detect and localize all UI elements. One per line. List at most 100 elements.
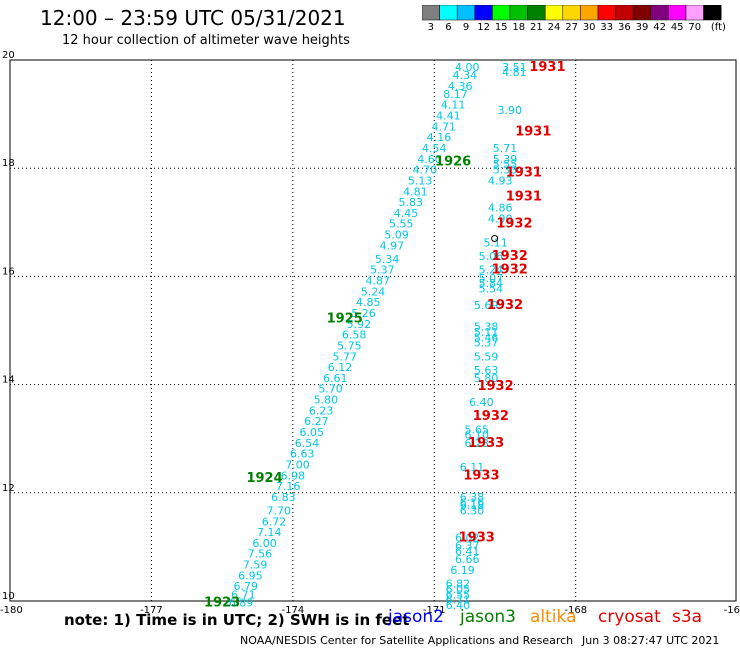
lon-tick-label: -16: [724, 605, 740, 616]
legend-label: 27: [565, 22, 578, 33]
wave-height-point: 5.80: [314, 394, 339, 407]
wave-height-point: 6.16: [460, 496, 485, 509]
wave-height-point: 5.59: [474, 350, 499, 363]
wave-height-point: 5.39: [493, 153, 518, 166]
wave-height-point: 5.54: [479, 283, 504, 296]
wave-height-point: 5.26: [351, 307, 376, 320]
footer-note: note: 1) Time is in UTC; 2) SWH is in fe…: [64, 611, 410, 629]
wave-height-point: 4.54: [422, 142, 447, 155]
wave-height-point: 4.86: [488, 201, 513, 214]
wave-height-point: 5.11: [474, 326, 499, 339]
wave-height-point: 5.06: [479, 250, 504, 263]
legend-label: 18: [512, 22, 526, 33]
lat-tick-label: 18: [2, 158, 15, 169]
wave-height-point: 6.72: [262, 515, 287, 528]
time-label: 1932: [492, 249, 528, 264]
map-subtitle: 12 hour collection of altimeter wave hei…: [62, 33, 350, 48]
wave-height-point: 5.77: [332, 350, 357, 363]
lon-tick-label: -177: [140, 605, 163, 616]
wave-height-point: 5.09: [384, 229, 409, 242]
lat-tick-label: 20: [2, 50, 15, 61]
wave-height-point: 5.70: [318, 383, 343, 396]
wave-height-point: 6.40: [446, 599, 471, 612]
lon-tick-label: -168: [564, 605, 587, 616]
wave-height-point: 7.70: [266, 504, 291, 517]
wave-height-point: 4.41: [436, 110, 461, 123]
wave-height-point: 4.93: [488, 174, 513, 187]
map-title: 12:00 – 23:59 UTC 05/31/2021: [40, 6, 346, 30]
time-label: 1931: [506, 165, 542, 180]
wave-height-point: 6.55: [446, 588, 471, 601]
lat-tick-label: 16: [2, 266, 15, 277]
legend-label: 9: [462, 22, 470, 33]
wave-height-point: 6.79: [233, 580, 258, 593]
time-label: 1933: [468, 436, 504, 451]
wave-height-point: 5.46: [474, 331, 499, 344]
legend-label: 39: [635, 22, 649, 33]
island-marker: [491, 235, 499, 243]
time-label: 1932: [496, 217, 532, 232]
wave-height-point: 5.55: [493, 158, 518, 171]
wave-height-point: 7.59: [243, 559, 268, 572]
legend-label: 6: [445, 22, 452, 33]
footer-credit: NOAA/NESDIS Center for Satellite Applica…: [240, 634, 574, 647]
wave-height-point: 6.19: [450, 564, 475, 577]
wave-height-point: 7.56: [248, 548, 273, 561]
time-label: 1931: [515, 125, 551, 140]
wave-height-point: 6.02: [455, 531, 480, 544]
time-label: 1925: [327, 311, 363, 326]
legend-label: 12: [477, 22, 490, 33]
legend-jason2: jason2: [388, 607, 444, 627]
time-label: 1932: [492, 263, 528, 278]
wave-height-point: 6.18: [460, 499, 485, 512]
wave-height-point: 4.45: [394, 207, 419, 220]
wave-height-point: 6.95: [238, 569, 263, 582]
wave-height-point: 4.97: [380, 239, 405, 252]
wave-height-point: 5.37: [474, 337, 499, 350]
wave-height-point: 8.17: [443, 88, 468, 101]
wave-height-point: 6.38: [460, 491, 485, 504]
legend-label: 70: [688, 22, 702, 33]
time-label: 1931: [529, 60, 565, 75]
wave-height-point: 7.16: [276, 480, 301, 493]
wave-height-point: 5.24: [479, 264, 504, 277]
wave-height-point: 5.83: [398, 196, 423, 209]
wave-height-point: 6.00: [252, 537, 277, 550]
wave-height-point: 5.63: [474, 364, 499, 377]
legend-label: 21: [530, 22, 543, 33]
wave-height-point: 4.00: [455, 61, 480, 74]
wave-height-point: 5.71: [493, 142, 518, 155]
wave-height-point: 5.84: [479, 277, 504, 290]
wave-height-point: 6.98: [281, 469, 306, 482]
wave-height-point: 6.66: [455, 553, 480, 566]
legend-label: 36: [618, 22, 631, 33]
legend-cryosat: cryosat: [598, 607, 661, 627]
wave-height-point: 5.11: [483, 237, 508, 250]
wave-height-point: 6.82: [446, 577, 471, 590]
lat-tick-label: 12: [2, 483, 15, 494]
wave-height-point: 6.37: [455, 540, 480, 553]
map-frame: [9, 59, 737, 602]
wave-height-point: 6.83: [271, 491, 296, 504]
wave-height-point: 6.27: [304, 415, 329, 428]
lat-tick-label: 14: [2, 375, 15, 386]
wave-height-point: 4.87: [365, 275, 390, 288]
lon-tick-label: -180: [0, 605, 23, 616]
legend-label: (ft): [710, 22, 726, 33]
legend-label: 30: [582, 22, 596, 33]
wave-height-point: 3.51: [502, 61, 527, 74]
wave-height-point: 5.75: [337, 339, 362, 352]
wave-height-point: 5.92: [347, 318, 372, 331]
wave-height-point: 6.05: [446, 583, 471, 596]
wave-height-point: 4.36: [448, 80, 473, 93]
wave-height-point: 6.40: [469, 396, 494, 409]
lon-tick-label: -171: [423, 605, 446, 616]
wave-height-point: 4.71: [431, 120, 456, 133]
wave-height-point: 4.85: [356, 296, 381, 309]
legend-labels: 3 6 9 12 15 18 21 24 27 30 33 36 39 42 45 70 (ft): [422, 22, 732, 36]
wave-height-point: 6.89: [229, 596, 254, 609]
lat-tick-label: 10: [2, 591, 15, 602]
legend-s3a: s3a: [672, 607, 703, 627]
wave-height-point: 4.70: [413, 164, 438, 177]
